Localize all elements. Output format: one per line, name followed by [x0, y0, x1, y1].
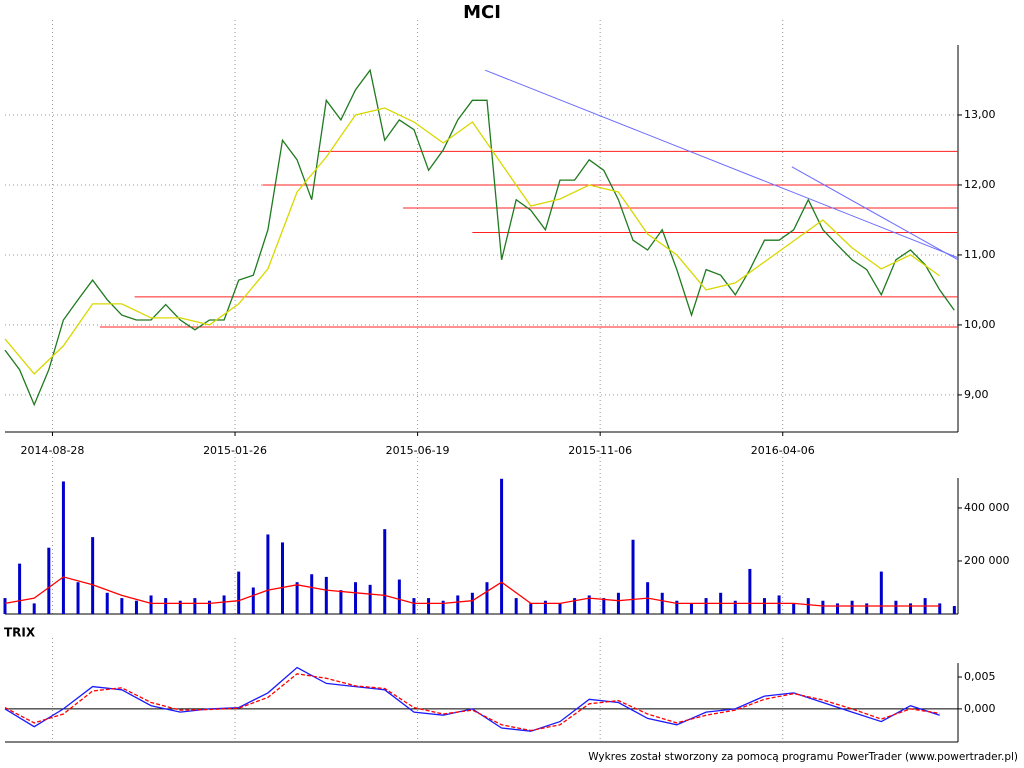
- volume-bar: [850, 600, 854, 614]
- volume-bar: [952, 606, 956, 614]
- y-tick-label: 11,00: [964, 248, 996, 261]
- y-tick-label: 12,00: [964, 178, 996, 191]
- volume-bar: [281, 542, 285, 614]
- volume-bar: [427, 598, 431, 614]
- y-tick-label: 0,005: [964, 670, 996, 683]
- volume-bar: [324, 576, 328, 614]
- volume-bar: [938, 603, 942, 614]
- y-tick-label: 400 000: [964, 501, 1010, 514]
- line-series: [4, 666, 940, 732]
- line-series: [4, 576, 940, 607]
- volume-bar: [748, 568, 752, 614]
- volume-bar: [500, 478, 504, 614]
- volume-bar: [865, 603, 869, 614]
- volume-bar: [18, 563, 22, 614]
- volume-bar: [441, 600, 445, 614]
- y-tick-label: 10,00: [964, 318, 996, 331]
- volume-bar: [587, 595, 591, 614]
- y-tick-label: 0,000: [964, 702, 996, 715]
- volume-bar: [295, 582, 299, 614]
- indicator-title: TRIX: [4, 626, 36, 640]
- volume-bar: [193, 598, 197, 614]
- volume-bar: [149, 595, 153, 614]
- volume-bar: [222, 595, 226, 614]
- volume-bar: [368, 584, 372, 614]
- volume-bar: [61, 481, 65, 614]
- volume-bar: [164, 598, 168, 614]
- volume-bar: [120, 598, 124, 614]
- volume-bar: [792, 603, 796, 614]
- volume-bar: [3, 598, 7, 614]
- volume-bar: [310, 574, 314, 614]
- volume-bar: [178, 600, 182, 614]
- volume-bar: [777, 595, 781, 614]
- volume-bar: [383, 529, 387, 614]
- volume-bar: [237, 571, 241, 614]
- x-tick-label: 2015-11-06: [568, 444, 632, 457]
- volume-bar: [879, 571, 883, 614]
- volume-bar: [689, 603, 693, 614]
- volume-bar: [485, 582, 489, 614]
- volume-bar: [660, 592, 664, 614]
- volume-bar: [821, 600, 825, 614]
- volume-bar: [397, 579, 401, 614]
- volume-bar: [412, 598, 416, 614]
- volume-bar: [573, 598, 577, 614]
- volume-bar: [733, 600, 737, 614]
- x-tick-label: 2015-01-26: [203, 444, 267, 457]
- volume-bar: [704, 598, 708, 614]
- volume-bar: [91, 537, 95, 614]
- volume-bar: [456, 595, 460, 614]
- volume-bar: [32, 603, 36, 614]
- volume-bar: [251, 587, 255, 614]
- volume-bar: [76, 582, 80, 614]
- volume-bar: [470, 592, 474, 614]
- volume-bar: [616, 592, 620, 614]
- y-tick-label: 9,00: [964, 388, 989, 401]
- line-series: [4, 68, 955, 407]
- volume-bar: [266, 534, 270, 614]
- volume-bar: [47, 547, 51, 614]
- y-tick-label: 200 000: [964, 554, 1010, 567]
- volume-bar: [602, 598, 606, 614]
- line-series: [4, 107, 941, 375]
- volume-bar: [339, 590, 343, 614]
- volume-bar: [529, 603, 533, 614]
- volume-bar: [762, 598, 766, 614]
- volume-bar: [675, 600, 679, 614]
- volume-bar: [806, 598, 810, 614]
- volume-bar: [354, 582, 358, 614]
- volume-bar: [909, 603, 913, 614]
- chart-title: MCI: [463, 2, 501, 23]
- x-tick-label: 2016-04-06: [751, 444, 815, 457]
- volume-bar: [134, 600, 138, 614]
- trend-line: [484, 69, 959, 259]
- volume-bar: [105, 592, 109, 614]
- x-tick-label: 2014-08-28: [20, 444, 84, 457]
- volume-bar: [631, 539, 635, 614]
- volume-bar: [543, 600, 547, 614]
- volume-bar: [558, 603, 562, 614]
- footer: Wykres został stworzony za pomocą progra…: [588, 751, 1018, 763]
- trend-line: [791, 166, 959, 261]
- y-tick-label: 13,00: [964, 108, 996, 121]
- x-tick-label: 2015-06-19: [386, 444, 450, 457]
- volume-bar: [836, 603, 840, 614]
- volume-bar: [207, 600, 211, 614]
- volume-bar: [514, 598, 518, 614]
- line-series: [4, 673, 940, 732]
- volume-bar: [894, 600, 898, 614]
